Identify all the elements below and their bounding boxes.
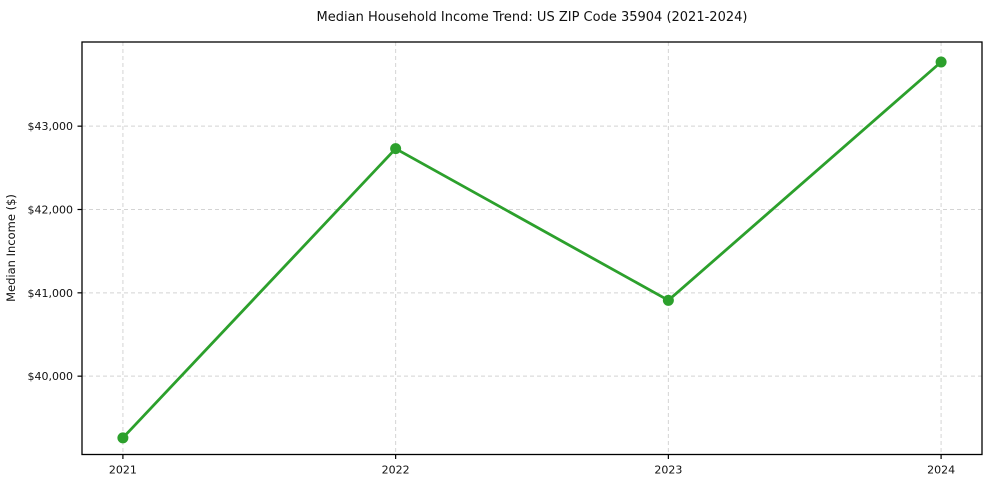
plot-border <box>81 41 983 456</box>
y-axis-label: Median Income ($) <box>4 194 18 302</box>
trend-line <box>121 60 943 440</box>
plot-area: $40,000 $41,000 $42,000 $43,000 2021 2022 2023… <box>28 41 983 477</box>
y-tick-label: $41,000 <box>28 287 74 300</box>
chart-title: Median Household Income Trend: US ZIP Co… <box>317 10 748 25</box>
x-tick-label: 2023 <box>654 464 682 477</box>
data-point-2023 <box>662 294 674 306</box>
y-tick-label: $42,000 <box>28 204 74 217</box>
data-point-2022 <box>390 143 402 155</box>
x-tick-label: 2024 <box>927 464 955 477</box>
x-tick-label: 2022 <box>382 464 410 477</box>
y-tick-label: $43,000 <box>28 120 74 133</box>
data-point-2021 <box>117 432 129 444</box>
data-point-2024 <box>935 56 947 68</box>
y-tick-label: $40,000 <box>28 370 74 383</box>
x-tick-label: 2021 <box>109 464 137 477</box>
